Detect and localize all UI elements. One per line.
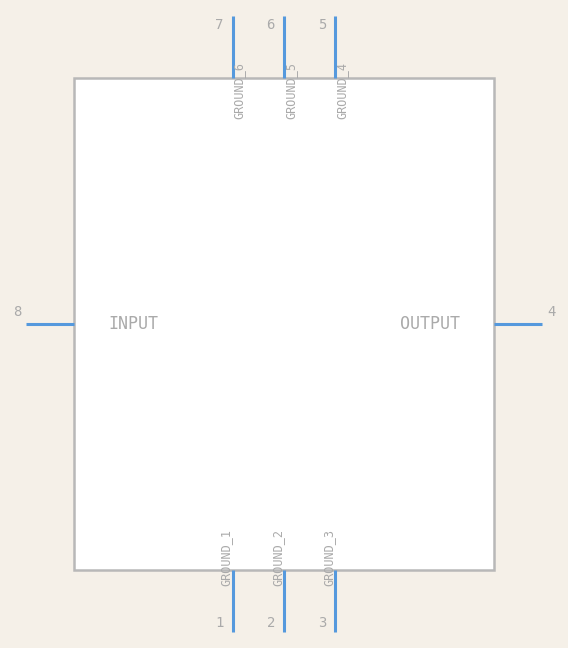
Text: 1: 1	[215, 616, 224, 630]
Text: INPUT: INPUT	[108, 315, 158, 333]
Text: GROUND_2: GROUND_2	[271, 529, 284, 586]
Text: GROUND_3: GROUND_3	[322, 529, 335, 586]
Text: 7: 7	[215, 18, 224, 32]
Text: OUTPUT: OUTPUT	[400, 315, 460, 333]
Text: 5: 5	[318, 18, 326, 32]
Text: 4: 4	[547, 305, 556, 319]
Text: 3: 3	[318, 616, 326, 630]
Text: 6: 6	[266, 18, 275, 32]
Text: GROUND_5: GROUND_5	[284, 62, 297, 119]
Bar	[74, 78, 494, 570]
Text: GROUND_6: GROUND_6	[233, 62, 246, 119]
Text: 2: 2	[266, 616, 275, 630]
Text: GROUND_4: GROUND_4	[335, 62, 348, 119]
Text: 8: 8	[12, 305, 21, 319]
Text: GROUND_1: GROUND_1	[220, 529, 233, 586]
